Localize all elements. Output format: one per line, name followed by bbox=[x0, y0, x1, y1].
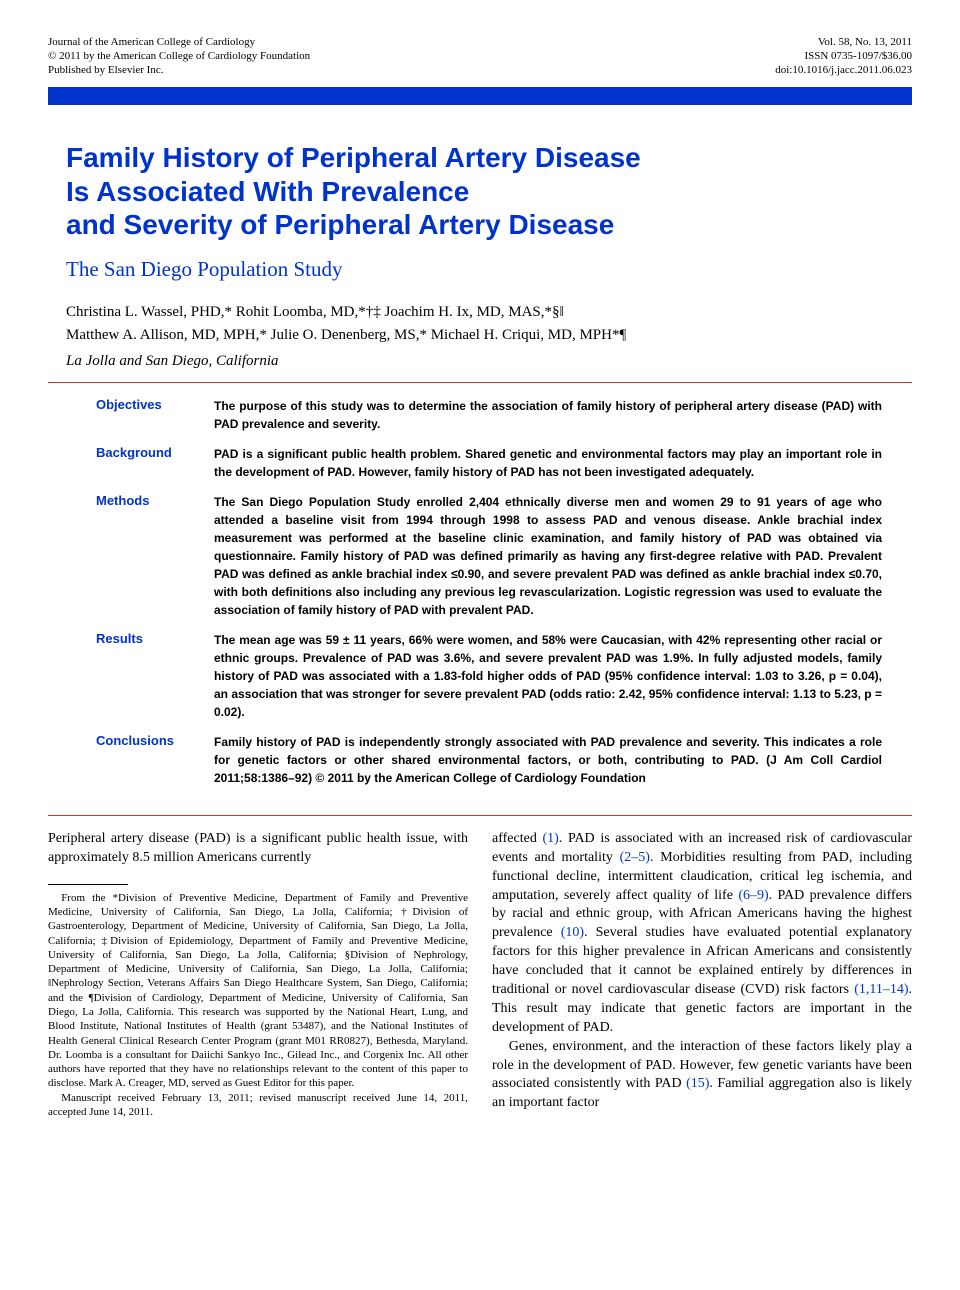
ref-link-1[interactable]: (1) bbox=[542, 831, 558, 846]
ref-link-10[interactable]: (10) bbox=[561, 925, 584, 940]
header-left: Journal of the American College of Cardi… bbox=[48, 36, 310, 77]
footnote-p1: From the *Division of Preventive Medicin… bbox=[48, 891, 468, 1091]
article-subtitle: The San Diego Population Study bbox=[66, 256, 912, 283]
article-title: Family History of Peripheral Artery Dise… bbox=[66, 141, 912, 242]
abstract-results: Results The mean age was 59 ± 11 years, … bbox=[96, 631, 882, 721]
author-location: La Jolla and San Diego, California bbox=[66, 352, 912, 372]
body-right-p1: affected (1). PAD is associated with an … bbox=[492, 830, 912, 1038]
authors-block: Christina L. Wassel, PHD,* Rohit Loomba,… bbox=[66, 301, 912, 346]
title-line-1: Family History of Peripheral Artery Dise… bbox=[66, 141, 912, 175]
conclusions-label: Conclusions bbox=[96, 733, 214, 787]
title-line-3: and Severity of Peripheral Artery Diseas… bbox=[66, 208, 912, 242]
body-right-p2: Genes, environment, and the interaction … bbox=[492, 1038, 912, 1114]
footnote-rule bbox=[48, 884, 128, 885]
journal-name: Journal of the American College of Cardi… bbox=[48, 36, 310, 50]
abstract-background: Background PAD is a significant public h… bbox=[96, 445, 882, 481]
affiliations-footnote: From the *Division of Preventive Medicin… bbox=[48, 891, 468, 1120]
objectives-text: The purpose of this study was to determi… bbox=[214, 397, 882, 433]
body-left-p1: Peripheral artery disease (PAD) is a sig… bbox=[48, 830, 468, 868]
background-label: Background bbox=[96, 445, 214, 481]
volume-issue: Vol. 58, No. 13, 2011 bbox=[775, 36, 912, 50]
blue-separator-bar bbox=[48, 87, 912, 105]
footnote-p2: Manuscript received February 13, 2011; r… bbox=[48, 1091, 468, 1120]
red-rule-bottom bbox=[48, 815, 912, 816]
results-label: Results bbox=[96, 631, 214, 721]
authors-line-2: Matthew A. Allison, MD, MPH,* Julie O. D… bbox=[66, 324, 912, 347]
body-columns: Peripheral artery disease (PAD) is a sig… bbox=[48, 830, 912, 1120]
issn-line: ISSN 0735-1097/$36.00 bbox=[775, 50, 912, 64]
conclusions-text: Family history of PAD is independently s… bbox=[214, 733, 882, 787]
background-text: PAD is a significant public health probl… bbox=[214, 445, 882, 481]
abstract-conclusions: Conclusions Family history of PAD is ind… bbox=[96, 733, 882, 787]
journal-header: Journal of the American College of Cardi… bbox=[48, 36, 912, 77]
left-column: Peripheral artery disease (PAD) is a sig… bbox=[48, 830, 468, 1120]
title-line-2: Is Associated With Prevalence bbox=[66, 175, 912, 209]
methods-label: Methods bbox=[96, 493, 214, 619]
ref-link-2-5[interactable]: (2–5) bbox=[620, 850, 650, 865]
publisher-line: Published by Elsevier Inc. bbox=[48, 64, 310, 78]
right-column: affected (1). PAD is associated with an … bbox=[492, 830, 912, 1120]
doi-line: doi:10.1016/j.jacc.2011.06.023 bbox=[775, 64, 912, 78]
ref-link-1-11-14[interactable]: (1,11–14) bbox=[854, 982, 908, 997]
abstract-methods: Methods The San Diego Population Study e… bbox=[96, 493, 882, 619]
abstract-objectives: Objectives The purpose of this study was… bbox=[96, 397, 882, 433]
structured-abstract: Objectives The purpose of this study was… bbox=[48, 387, 912, 805]
ref-link-15[interactable]: (15) bbox=[686, 1076, 709, 1091]
title-block: Family History of Peripheral Artery Dise… bbox=[48, 105, 912, 372]
authors-line-1: Christina L. Wassel, PHD,* Rohit Loomba,… bbox=[66, 301, 912, 324]
objectives-label: Objectives bbox=[96, 397, 214, 433]
copyright-line: © 2011 by the American College of Cardio… bbox=[48, 50, 310, 64]
results-text: The mean age was 59 ± 11 years, 66% were… bbox=[214, 631, 882, 721]
red-rule-top bbox=[48, 382, 912, 383]
header-right: Vol. 58, No. 13, 2011 ISSN 0735-1097/$36… bbox=[775, 36, 912, 77]
methods-text: The San Diego Population Study enrolled … bbox=[214, 493, 882, 619]
ref-link-6-9[interactable]: (6–9) bbox=[738, 888, 768, 903]
